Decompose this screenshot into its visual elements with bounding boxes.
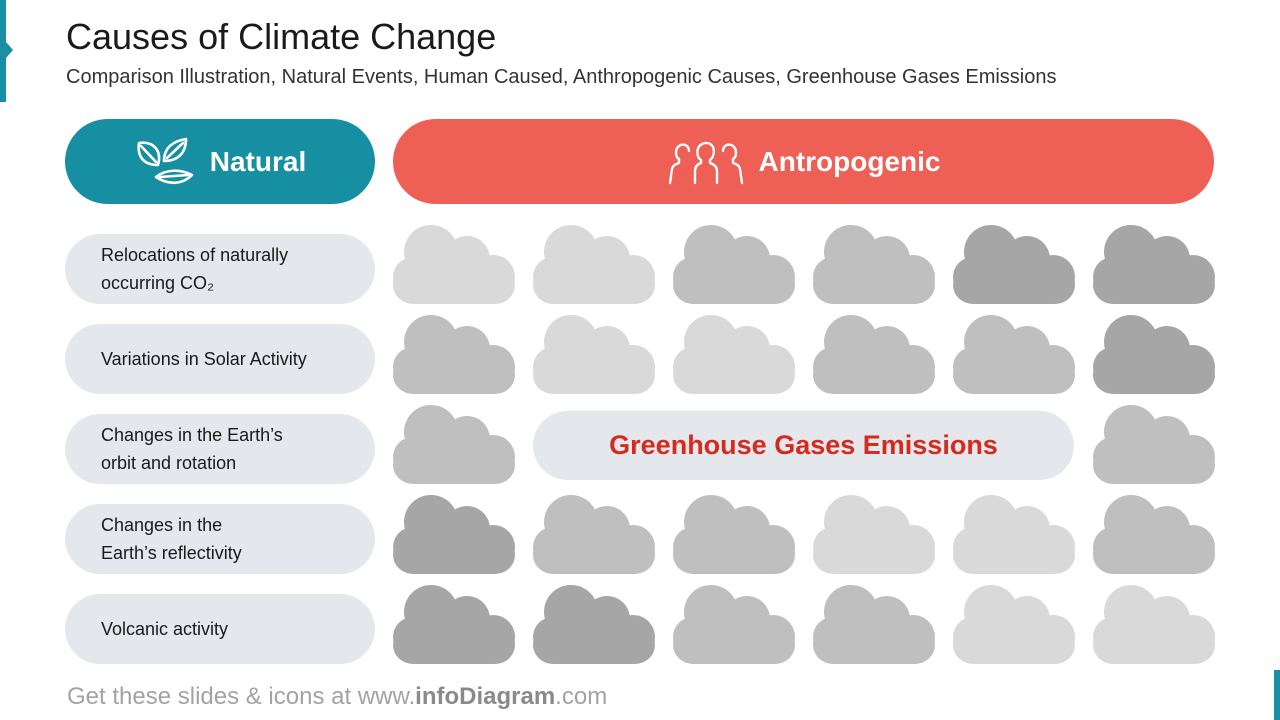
footer-suffix: .com <box>555 683 608 710</box>
cloud-icon <box>953 585 1075 664</box>
cloud-icon <box>813 225 935 304</box>
cloud-icon <box>1093 405 1215 484</box>
cloud-icon <box>533 315 655 394</box>
footer-prefix: Get these slides & icons at www. <box>67 683 416 710</box>
natural-cause-1: Relocations of naturally occurring CO₂ <box>65 234 375 304</box>
cloud-icon <box>673 225 795 304</box>
cloud-icon <box>813 315 935 394</box>
cloud-icon <box>813 585 935 664</box>
slide-subtitle: Comparison Illustration, Natural Events,… <box>66 66 1057 88</box>
people-icon <box>668 141 743 184</box>
natural-cause-3: Changes in the Earth’s orbit and rotatio… <box>65 414 375 484</box>
footer-credit: Get these slides & icons at www.infoDiag… <box>67 683 607 711</box>
slide-title: Causes of Climate Change <box>66 16 497 57</box>
cloud-icon <box>673 585 795 664</box>
natural-cause-4: Changes in the Earth’s reflectivity <box>65 504 375 574</box>
cloud-icon <box>953 225 1075 304</box>
natural-header-label: Natural <box>209 145 307 177</box>
natural-cause-5: Volcanic activity <box>65 594 375 664</box>
natural-cause-label: Variations in Solar Activity <box>101 349 307 369</box>
cloud-icon <box>1093 585 1215 664</box>
cloud-icon <box>813 495 935 574</box>
natural-header: Natural <box>65 119 375 204</box>
cloud-icon <box>1093 495 1215 574</box>
cloud-icon <box>1093 315 1215 394</box>
natural-cause-label: Relocations of naturally occurring CO₂ <box>101 245 289 293</box>
natural-cause-label: Changes in the Earth’s reflectivity <box>101 515 242 563</box>
cloud-icon <box>533 585 655 664</box>
cloud-icon <box>393 315 515 394</box>
cloud-icon <box>533 495 655 574</box>
cloud-icon <box>393 585 515 664</box>
accent-bar <box>0 0 6 102</box>
natural-cause-2: Variations in Solar Activity <box>65 324 375 394</box>
cloud-icon <box>673 315 795 394</box>
natural-cause-label: Volcanic activity <box>101 619 229 639</box>
corner-accent <box>1274 670 1280 720</box>
anthropogenic-header: Antropogenic <box>393 119 1214 204</box>
cloud-icon <box>953 495 1075 574</box>
cloud-icon <box>393 405 515 484</box>
cloud-icon <box>393 495 515 574</box>
cloud-icon <box>533 225 655 304</box>
leaves-icon <box>137 137 194 184</box>
greenhouse-gases-label: Greenhouse Gases Emissions <box>533 411 1074 480</box>
natural-cause-label: Changes in the Earth’s orbit and rotatio… <box>101 425 283 473</box>
cloud-icon <box>953 315 1075 394</box>
cloud-icon <box>1093 225 1215 304</box>
footer-brand: infoDiagram <box>415 683 556 710</box>
anthropogenic-header-label: Antropogenic <box>758 145 941 177</box>
cloud-icon <box>673 495 795 574</box>
accent-notch <box>6 42 13 58</box>
cloud-icon <box>393 225 515 304</box>
